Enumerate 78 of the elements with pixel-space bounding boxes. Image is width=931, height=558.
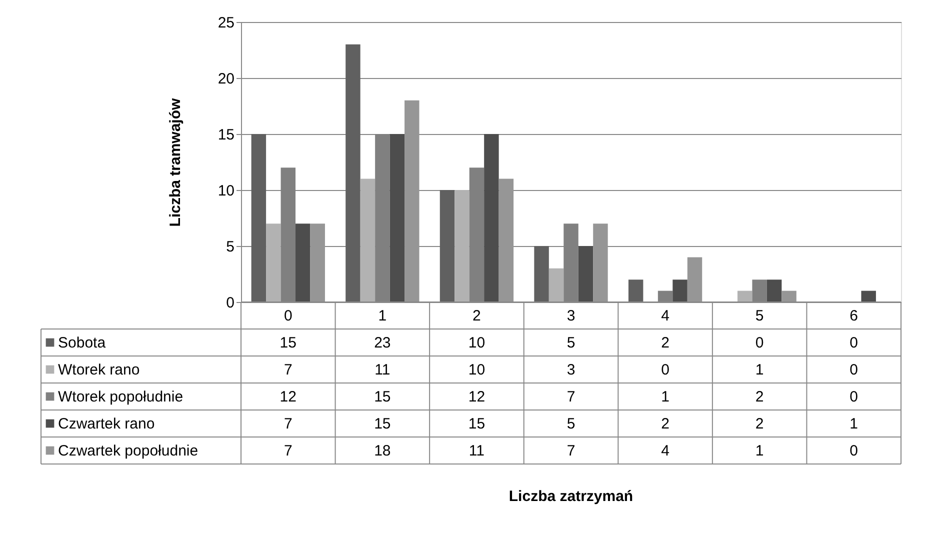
- data-label: 0: [661, 362, 670, 378]
- bar: [346, 44, 360, 302]
- data-label: 15: [280, 334, 296, 352]
- x-tick-label: 4: [661, 308, 670, 324]
- bar: [628, 280, 644, 302]
- y-tick-label: 0: [226, 294, 234, 312]
- bar: [578, 246, 594, 302]
- data-label: 10: [468, 362, 486, 378]
- data-label: 12: [280, 388, 296, 406]
- data-label: 1: [755, 442, 764, 460]
- bar: [310, 224, 325, 302]
- bar: [737, 290, 752, 302]
- data-label: 18: [374, 442, 391, 460]
- bar: [548, 268, 564, 302]
- bar: [766, 280, 782, 302]
- bar: [534, 246, 549, 302]
- data-label: 23: [374, 334, 391, 352]
- bar: [593, 224, 608, 302]
- bar: [360, 178, 376, 302]
- data-label: 10: [468, 334, 486, 352]
- x-tick-label: 2: [472, 308, 481, 324]
- bar: [296, 224, 310, 302]
- data-label: 15: [374, 416, 391, 432]
- data-label: 2: [661, 416, 670, 432]
- data-label: 0: [755, 334, 764, 352]
- y-tick-label: 25: [218, 14, 234, 32]
- data-label: 0: [850, 362, 858, 378]
- bar: [484, 134, 499, 302]
- data-label: 12: [468, 388, 486, 406]
- data-label: 2: [661, 334, 670, 352]
- bar: [861, 290, 876, 302]
- data-label: 0: [850, 442, 858, 460]
- data-label: 15: [468, 416, 486, 432]
- legend-label: Czwartek rano: [58, 416, 155, 432]
- data-label: 1: [755, 362, 764, 378]
- data-label: 0: [850, 388, 858, 406]
- bar: [440, 190, 455, 302]
- bar: [498, 178, 514, 302]
- bar: [454, 190, 470, 302]
- data-label: 7: [284, 442, 292, 460]
- legend-label: Wtorek rano: [58, 362, 140, 378]
- legend-label: Czwartek popołudnie: [58, 442, 198, 460]
- y-tick-label: 15: [218, 126, 234, 144]
- y-axis-title: Liczba tramwajów: [166, 98, 184, 227]
- data-label: 11: [468, 442, 485, 460]
- text: Liczba zatrzymań: [508, 488, 634, 505]
- x-tick-label: 6: [850, 308, 858, 324]
- data-label: 7: [566, 388, 576, 406]
- bar: [390, 134, 405, 302]
- x-tick-label: 1: [378, 308, 387, 324]
- bar: [687, 257, 702, 302]
- legend-label: Wtorek popołudnie: [58, 388, 184, 406]
- bar: [672, 280, 688, 302]
- legend-label: Sobota: [58, 334, 106, 352]
- bar: [266, 224, 281, 302]
- x-tick-label: 5: [755, 308, 764, 324]
- data-label: 7: [284, 362, 292, 378]
- data-label: 15: [374, 388, 391, 406]
- data-label: 2: [755, 416, 764, 432]
- data-label: 0: [850, 334, 858, 352]
- data-label: 3: [566, 362, 576, 378]
- data-label: 5: [566, 416, 576, 432]
- data-label: 1: [661, 388, 670, 406]
- data-label: 4: [661, 442, 670, 460]
- x-tick-label: 0: [284, 308, 292, 324]
- data-label: 1: [850, 416, 858, 432]
- data-label: 7: [284, 416, 292, 432]
- data-label: 7: [566, 442, 576, 460]
- y-tick-label: 20: [218, 70, 234, 88]
- data-label: 2: [755, 388, 764, 406]
- bar: [251, 134, 266, 302]
- y-tick-label: 5: [226, 238, 234, 256]
- bar: [404, 100, 420, 302]
- x-tick-label: 3: [566, 308, 576, 324]
- bar: [782, 290, 796, 302]
- data-label: 5: [566, 334, 576, 352]
- data-label: 11: [374, 362, 390, 378]
- y-tick-label: 10: [218, 182, 234, 200]
